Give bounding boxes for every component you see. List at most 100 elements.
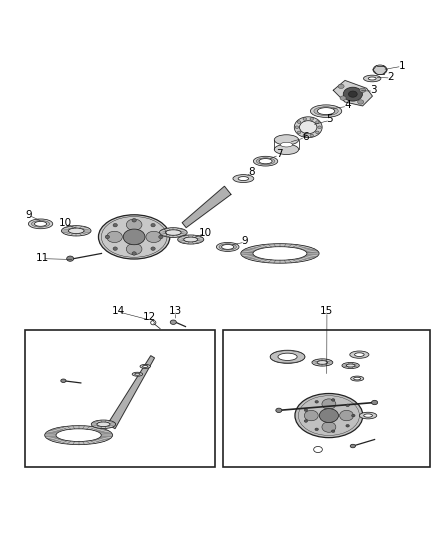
Ellipse shape: [314, 107, 338, 116]
Ellipse shape: [61, 379, 66, 383]
Ellipse shape: [368, 77, 376, 80]
Ellipse shape: [304, 419, 307, 422]
Ellipse shape: [316, 121, 319, 124]
Text: 8: 8: [248, 167, 255, 176]
Ellipse shape: [259, 158, 272, 164]
Ellipse shape: [91, 420, 116, 429]
Ellipse shape: [256, 158, 275, 165]
Text: 12: 12: [143, 312, 156, 321]
Polygon shape: [108, 356, 155, 429]
Ellipse shape: [253, 247, 307, 260]
Ellipse shape: [241, 244, 319, 263]
Ellipse shape: [346, 404, 350, 407]
Ellipse shape: [35, 221, 47, 227]
Ellipse shape: [322, 422, 336, 432]
Ellipse shape: [318, 126, 321, 128]
Ellipse shape: [373, 65, 387, 75]
Ellipse shape: [274, 144, 299, 155]
Ellipse shape: [97, 422, 110, 426]
Ellipse shape: [322, 399, 336, 409]
Text: 1: 1: [399, 61, 405, 71]
Text: 15: 15: [320, 306, 334, 316]
Bar: [223, 329, 430, 467]
Ellipse shape: [151, 247, 155, 251]
Polygon shape: [182, 186, 231, 228]
Ellipse shape: [317, 361, 328, 364]
Ellipse shape: [170, 320, 177, 325]
Ellipse shape: [219, 244, 237, 250]
Text: 7: 7: [276, 149, 283, 159]
Ellipse shape: [159, 235, 163, 239]
Ellipse shape: [45, 426, 113, 445]
Ellipse shape: [354, 377, 360, 380]
Ellipse shape: [318, 108, 335, 115]
Text: 10: 10: [59, 218, 72, 228]
Ellipse shape: [350, 351, 369, 358]
Ellipse shape: [222, 245, 234, 249]
Ellipse shape: [132, 372, 143, 376]
Ellipse shape: [166, 230, 181, 235]
Ellipse shape: [294, 117, 322, 138]
Ellipse shape: [274, 135, 299, 145]
Text: 11: 11: [36, 253, 49, 263]
Ellipse shape: [123, 229, 145, 245]
Ellipse shape: [32, 221, 49, 227]
Ellipse shape: [303, 134, 307, 137]
Ellipse shape: [371, 400, 378, 405]
Ellipse shape: [280, 142, 293, 147]
Ellipse shape: [304, 410, 318, 421]
Ellipse shape: [339, 410, 353, 421]
Ellipse shape: [113, 247, 117, 251]
Ellipse shape: [140, 365, 150, 368]
Ellipse shape: [314, 447, 322, 453]
Text: 3: 3: [370, 85, 377, 95]
Ellipse shape: [360, 88, 366, 92]
Ellipse shape: [295, 393, 363, 438]
Ellipse shape: [151, 223, 155, 227]
Ellipse shape: [342, 362, 359, 368]
Ellipse shape: [146, 231, 162, 243]
Ellipse shape: [297, 121, 301, 124]
Ellipse shape: [343, 87, 362, 101]
Ellipse shape: [143, 366, 148, 367]
Bar: [25, 329, 215, 467]
Ellipse shape: [332, 399, 335, 401]
Ellipse shape: [315, 428, 318, 431]
Ellipse shape: [61, 225, 91, 236]
Ellipse shape: [304, 409, 307, 411]
Ellipse shape: [351, 376, 364, 381]
Ellipse shape: [338, 84, 344, 88]
Ellipse shape: [297, 131, 301, 134]
Ellipse shape: [56, 429, 101, 441]
Ellipse shape: [238, 176, 249, 181]
Ellipse shape: [99, 215, 170, 259]
Ellipse shape: [310, 134, 314, 137]
Ellipse shape: [303, 118, 307, 120]
Ellipse shape: [295, 126, 299, 128]
Ellipse shape: [276, 408, 282, 413]
Ellipse shape: [311, 105, 342, 117]
Ellipse shape: [350, 445, 356, 448]
Ellipse shape: [270, 350, 305, 364]
Ellipse shape: [355, 353, 364, 357]
Text: 9: 9: [242, 236, 248, 246]
Ellipse shape: [300, 120, 317, 134]
Ellipse shape: [346, 424, 350, 427]
Text: 6: 6: [302, 132, 308, 142]
Ellipse shape: [233, 175, 254, 183]
Ellipse shape: [107, 231, 122, 243]
Ellipse shape: [68, 228, 84, 233]
Ellipse shape: [67, 256, 74, 261]
Ellipse shape: [359, 412, 377, 419]
Ellipse shape: [135, 373, 140, 375]
Ellipse shape: [316, 131, 319, 134]
Ellipse shape: [216, 243, 239, 252]
Text: 4: 4: [344, 100, 351, 110]
Ellipse shape: [278, 353, 297, 360]
Ellipse shape: [113, 223, 117, 227]
Ellipse shape: [159, 228, 187, 237]
Ellipse shape: [178, 235, 204, 244]
Ellipse shape: [315, 400, 318, 403]
Text: 14: 14: [111, 306, 125, 316]
Ellipse shape: [364, 75, 381, 82]
